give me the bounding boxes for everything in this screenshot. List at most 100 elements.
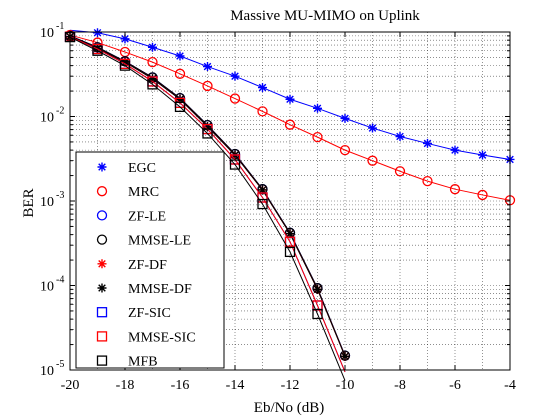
- x-tick-label: -16: [171, 378, 190, 393]
- y-tick-exponent: -3: [56, 190, 64, 201]
- y-tick-label: 10 -3: [40, 190, 64, 210]
- data-point-egc: [230, 71, 240, 81]
- data-point-mmse-df: [313, 284, 322, 294]
- y-tick-base: 10: [40, 26, 54, 41]
- data-point-mfb: [284, 246, 296, 258]
- y-tick-base: 10: [40, 111, 54, 126]
- data-point-egc: [175, 51, 185, 61]
- legend-entry-zf-le: ZF-LE: [96, 209, 166, 224]
- legend-label-zf-sic: ZF-SIC: [128, 306, 171, 321]
- data-point-egc: [423, 138, 432, 148]
- chart-title: Massive MU-MIMO on Uplink: [230, 8, 420, 24]
- legend-label-mmse-le: MMSE-LE: [128, 234, 191, 249]
- data-point-mrc: [367, 155, 378, 166]
- legend-entry-mmse-le: MMSE-LE: [96, 234, 191, 249]
- data-point-mrc: [284, 119, 296, 130]
- legend-label-zf-le: ZF-LE: [128, 209, 166, 224]
- data-point-mrc: [257, 106, 268, 117]
- y-tick-label: 10 -5: [40, 359, 64, 379]
- legend-label-mfb: MFB: [128, 355, 158, 370]
- legend-entry-mfb: MFB: [96, 355, 158, 370]
- data-point-mmse-df: [120, 57, 130, 67]
- legend-marker-mmse-le: [96, 234, 108, 245]
- y-tick-label: 10 -1: [40, 21, 64, 41]
- data-point-mfb: [147, 79, 158, 90]
- data-point-mmse-df: [340, 351, 350, 361]
- data-point-mmse-df: [148, 74, 157, 84]
- legend-label-mrc: MRC: [128, 185, 159, 200]
- data-point-mmse-df: [203, 122, 212, 132]
- x-tick-label: -6: [449, 378, 461, 393]
- series-mrc: [64, 29, 516, 206]
- x-tick-label: -20: [61, 378, 80, 393]
- series-line-mfb: [69, 36, 346, 381]
- y-tick-base: 10: [40, 280, 54, 295]
- data-point-mrc: [339, 144, 351, 156]
- legend-entry-mmse-df: MMSE-DF: [97, 282, 192, 297]
- data-point-mrc: [229, 93, 241, 104]
- data-point-mfb: [312, 308, 323, 320]
- data-point-egc: [120, 34, 130, 44]
- legend-entry-mrc: MRC: [96, 185, 159, 200]
- series-egc: [69, 28, 515, 164]
- data-point-mrc: [312, 131, 323, 143]
- data-point-egc: [395, 131, 405, 141]
- data-point-mfb: [257, 198, 268, 210]
- data-point-egc: [285, 94, 295, 104]
- legend-marker-mmse-sic: [96, 331, 108, 342]
- legend-marker-mfb: [96, 355, 108, 366]
- y-tick-exponent: -4: [56, 275, 64, 286]
- legend-entry-zf-sic: ZF-SIC: [96, 306, 171, 321]
- data-point-egc: [203, 62, 212, 72]
- data-point-egc: [478, 150, 487, 160]
- x-tick-label: -10: [336, 378, 355, 393]
- data-point-mfb: [202, 128, 213, 139]
- legend-entry-egc: EGC: [97, 161, 156, 176]
- y-tick-exponent: -2: [56, 106, 64, 117]
- y-tick-base: 10: [40, 195, 54, 210]
- data-point-mfb: [92, 45, 103, 56]
- data-point-mrc: [202, 80, 213, 92]
- data-point-mmse-df: [258, 185, 267, 195]
- legend-label-mmse-df: MMSE-DF: [128, 282, 192, 297]
- data-point-mfb: [119, 60, 131, 71]
- legend-marker-mrc: [96, 186, 108, 197]
- data-point-egc: [93, 28, 102, 38]
- y-axis-label: BER: [21, 188, 37, 217]
- data-point-mrc: [477, 189, 488, 201]
- legend-label-zf-df: ZF-DF: [128, 258, 167, 273]
- y-tick-exponent: -1: [56, 21, 64, 32]
- data-point-mfb: [229, 159, 241, 170]
- x-tick-label: -4: [504, 378, 516, 393]
- axes: -20 -18 -16 -14 -12 -10 -8 -6 -410-110-210-310-4…: [40, 21, 516, 393]
- y-tick-exponent: -5: [56, 359, 64, 370]
- data-point-mmse-df: [93, 43, 102, 53]
- legend-marker-zf-le: [96, 210, 108, 221]
- data-point-egc: [368, 123, 377, 133]
- data-point-egc: [258, 83, 267, 93]
- data-point-mrc: [174, 68, 186, 79]
- data-point-egc: [340, 113, 350, 123]
- data-point-mrc: [394, 166, 406, 177]
- x-axis-label: Eb/No (dB): [254, 400, 324, 416]
- y-tick-label: 10 -4: [40, 275, 64, 295]
- legend-label-egc: EGC: [128, 161, 156, 176]
- data-point-mfb: [174, 101, 186, 113]
- legend-marker-mmse-df: [97, 283, 107, 293]
- legend-entry-zf-df: ZF-DF: [97, 258, 167, 273]
- y-tick-base: 10: [40, 364, 54, 379]
- data-point-mmse-df: [285, 229, 295, 239]
- x-tick-label: -14: [226, 378, 245, 393]
- legend: EGC MRC ZF-LE MMSE-LE ZF-DF MMSE-DF ZF-SIC MMSE…: [75, 151, 225, 370]
- data-point-mmse-sic: [284, 236, 296, 247]
- data-point-mmse-df: [175, 94, 185, 104]
- data-point-mrc: [147, 56, 158, 68]
- legend-marker-zf-sic: [96, 307, 108, 318]
- legend-entry-mmse-sic: MMSE-SIC: [96, 330, 196, 345]
- legend-marker-zf-df: [97, 259, 107, 269]
- y-tick-label: 10 -2: [40, 106, 64, 126]
- series-line-mrc: [69, 34, 511, 201]
- data-point-egc: [148, 42, 157, 52]
- data-point-egc: [313, 103, 322, 113]
